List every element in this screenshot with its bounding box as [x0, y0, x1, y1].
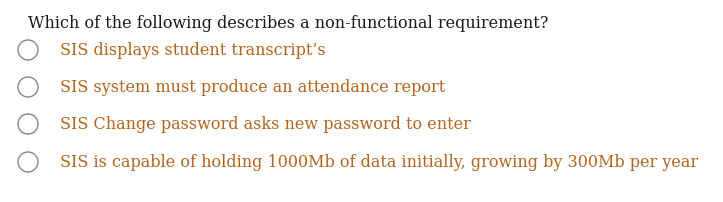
Text: SIS system must produce an attendance report: SIS system must produce an attendance re…: [60, 79, 445, 96]
Text: SIS is capable of holding 1000Mb of data initially, growing by 300Mb per year: SIS is capable of holding 1000Mb of data…: [60, 154, 698, 171]
Text: SIS displays student transcript’s: SIS displays student transcript’s: [60, 42, 325, 59]
Text: SIS Change password asks new password to enter: SIS Change password asks new password to…: [60, 116, 471, 133]
Text: Which of the following describes a non-functional requirement?: Which of the following describes a non-f…: [28, 15, 548, 32]
